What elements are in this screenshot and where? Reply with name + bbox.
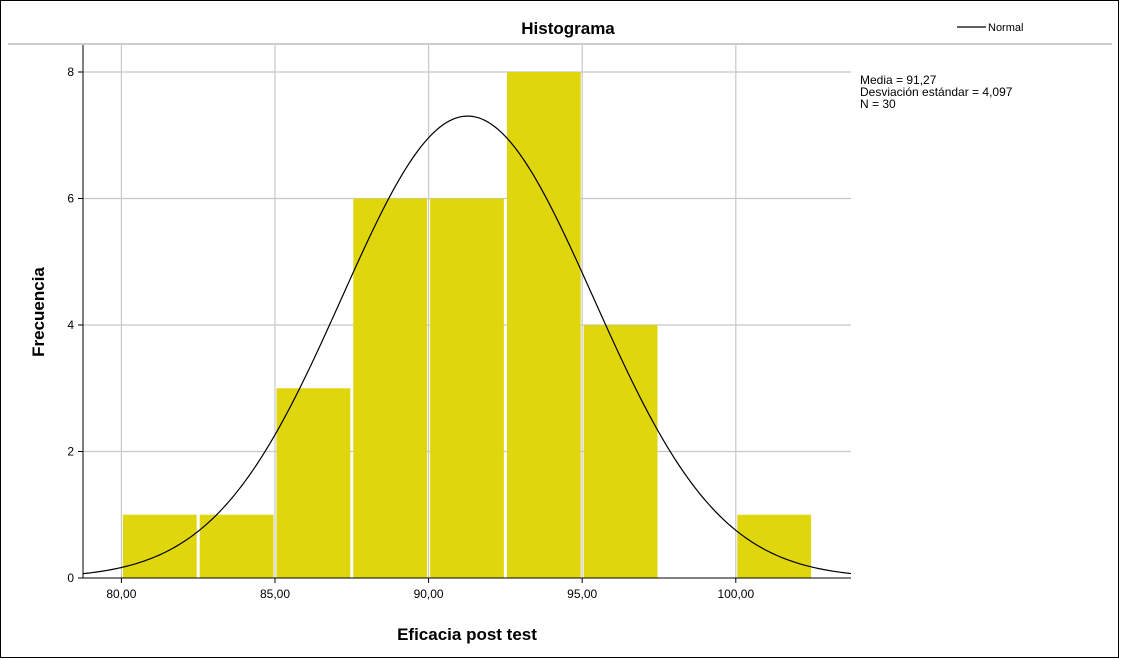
x-tick-labels: 80,00 85,00 90,00 95,00 100,00 (106, 578, 754, 601)
axes (82, 45, 851, 579)
histogram-bar (276, 388, 351, 578)
x-tick-label: 100,00 (717, 587, 754, 601)
y-tick-label: 0 (67, 571, 74, 585)
x-axis-title: Eficacia post test (397, 625, 537, 644)
x-tick-label: 80,00 (106, 587, 136, 601)
histogram-bar (122, 514, 197, 578)
stat-n: N = 30 (860, 97, 896, 111)
normal-curve-layer (82, 115, 852, 575)
bars (122, 72, 812, 578)
stat-sd: Desviación estándar = 4,097 (860, 85, 1013, 99)
y-tick-label: 6 (67, 192, 74, 206)
histogram-bar (430, 198, 504, 578)
chart-header: Histograma (8, 19, 1112, 45)
legend-normal-label: Normal (988, 22, 1023, 34)
x-tick-label: 95,00 (567, 587, 597, 601)
histogram-bar (353, 198, 428, 578)
y-tick-labels: 0 2 4 6 8 (67, 65, 83, 585)
y-tick-label: 2 (67, 445, 74, 459)
stat-mean: Media = 91,27 (860, 73, 937, 87)
y-tick-label: 4 (67, 318, 74, 332)
y-tick-label: 8 (67, 65, 74, 79)
histogram-bar (199, 514, 274, 578)
x-tick-label: 90,00 (414, 587, 444, 601)
chart-title: Histograma (521, 19, 615, 38)
histogram-bar (583, 325, 658, 578)
histogram-bar (737, 514, 812, 578)
normal-curve (82, 115, 852, 575)
y-axis-title: Frecuencia (29, 267, 48, 357)
stats-box: Media = 91,27 Desviación estándar = 4,09… (860, 73, 1013, 111)
legend: Normal (957, 22, 1023, 34)
x-tick-label: 85,00 (260, 587, 290, 601)
histogram-bar (506, 72, 581, 578)
